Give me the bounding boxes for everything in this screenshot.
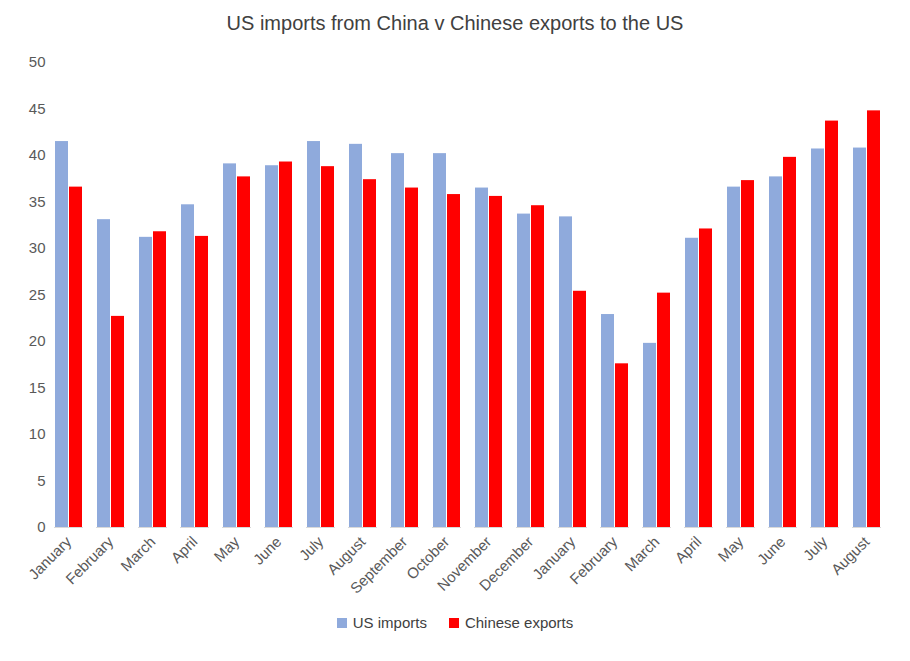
- svg-text:January: January: [528, 532, 579, 583]
- svg-text:0: 0: [37, 518, 45, 535]
- svg-text:10: 10: [29, 425, 46, 442]
- svg-text:April: April: [167, 533, 200, 566]
- svg-text:20: 20: [29, 332, 46, 349]
- svg-text:July: July: [296, 532, 327, 563]
- svg-text:August: August: [323, 532, 369, 578]
- svg-text:August: August: [827, 532, 873, 578]
- svg-text:June: June: [249, 533, 284, 568]
- svg-text:30: 30: [29, 239, 46, 256]
- svg-text:March: March: [621, 533, 662, 574]
- svg-text:15: 15: [29, 379, 46, 396]
- svg-text:December: December: [476, 533, 537, 594]
- svg-text:September: September: [347, 533, 411, 597]
- svg-text:February: February: [566, 532, 621, 587]
- svg-text:October: October: [402, 532, 453, 583]
- svg-text:5: 5: [37, 472, 45, 489]
- svg-text:40: 40: [29, 146, 46, 163]
- svg-text:April: April: [671, 533, 704, 566]
- svg-text:50: 50: [29, 53, 46, 70]
- svg-text:June: June: [753, 533, 788, 568]
- html-text:US imports: US imports: [352, 614, 427, 631]
- svg-text:February: February: [62, 532, 117, 587]
- svg-text:45: 45: [29, 100, 46, 117]
- svg-text:November: November: [433, 532, 495, 594]
- svg-text:July: July: [800, 532, 831, 563]
- html-text:Chinese exports: Chinese exports: [464, 614, 574, 631]
- svg-text:35: 35: [29, 193, 46, 210]
- svg-text:January: January: [24, 532, 75, 583]
- svg-text:March: March: [117, 533, 158, 574]
- html-text:US imports from China v Chines: US imports from China v Chinese exports …: [226, 12, 684, 34]
- svg-text:25: 25: [29, 286, 46, 303]
- svg-text:May: May: [210, 532, 242, 564]
- svg-text:May: May: [714, 532, 746, 564]
